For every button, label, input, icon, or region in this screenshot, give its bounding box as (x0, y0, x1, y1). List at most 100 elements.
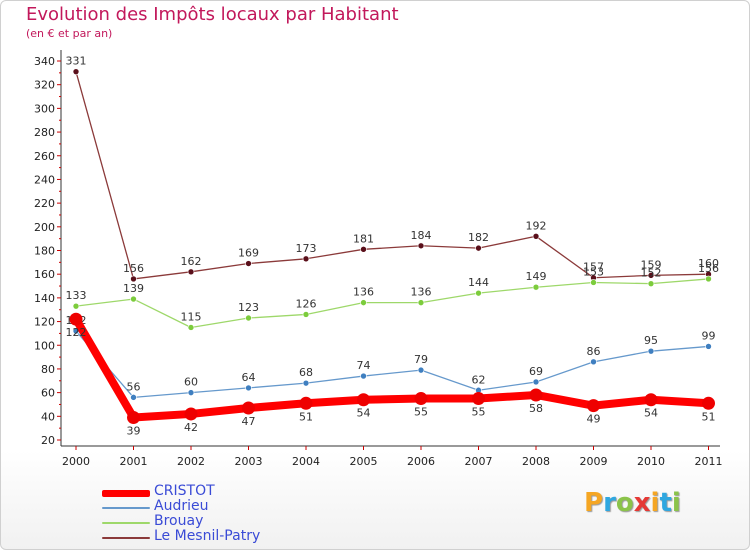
data-label-cristot: 42 (184, 421, 198, 434)
logo-letter: i (671, 488, 681, 518)
x-tick-label: 2004 (292, 455, 320, 468)
data-point-cristot (69, 312, 83, 326)
logo-letter: o (615, 488, 634, 518)
y-tick-label: 80 (41, 363, 55, 376)
data-point-cristot (529, 388, 543, 402)
data-label-cristot: 55 (414, 406, 428, 419)
series-line-cristot (72, 315, 713, 422)
y-tick-label: 320 (34, 79, 55, 92)
data-point-le-mesnil-patry (130, 275, 137, 283)
x-tick-label: 2011 (695, 455, 723, 468)
y-tick-label: 260 (34, 150, 55, 163)
data-label-le-mesnil-patry: 192 (526, 219, 547, 232)
legend-label: Brouay (154, 513, 204, 529)
x-tick-label: 2003 (235, 455, 263, 468)
x-tick-label: 2000 (62, 455, 90, 468)
data-label-brouay: 149 (526, 270, 547, 283)
data-point-le-mesnil-patry (475, 244, 482, 252)
logo-letter: r (603, 488, 616, 518)
data-point-brouay (302, 311, 310, 318)
data-point-le-mesnil-patry (647, 272, 655, 279)
data-label-cristot: 58 (529, 402, 543, 415)
data-point-brouay (590, 279, 597, 286)
data-point-brouay (130, 295, 137, 303)
data-point-cristot (127, 410, 140, 424)
data-label-cristot: 54 (644, 407, 658, 420)
data-point-audrieu (302, 379, 310, 387)
data-label-audrieu: 69 (529, 365, 543, 378)
data-label-audrieu: 56 (127, 380, 141, 393)
x-tick-label: 2002 (177, 455, 205, 468)
data-label-le-mesnil-patry: 182 (468, 231, 489, 244)
data-label-audrieu: 86 (587, 345, 601, 358)
data-point-le-mesnil-patry (72, 68, 80, 75)
series-line-audrieu (75, 330, 710, 399)
data-point-le-mesnil-patry (360, 246, 367, 253)
data-label-brouay: 136 (353, 286, 374, 299)
data-point-audrieu (647, 347, 655, 355)
data-point-brouay (187, 324, 195, 331)
y-tick-label: 100 (34, 339, 55, 352)
data-label-brouay: 136 (411, 286, 432, 299)
legend-label: Audrieu (154, 498, 209, 514)
data-label-cristot: 55 (472, 406, 486, 419)
data-label-brouay: 153 (583, 265, 604, 278)
data-label-cristot: 49 (587, 413, 601, 426)
data-point-audrieu (187, 389, 195, 396)
data-label-le-mesnil-patry: 331 (66, 55, 87, 68)
data-label-cristot: 51 (702, 410, 716, 423)
data-point-audrieu (245, 384, 252, 392)
y-tick-label: 220 (34, 197, 55, 210)
x-tick-label: 2006 (407, 455, 435, 468)
data-label-le-mesnil-patry: 162 (181, 255, 202, 268)
x-tick-label: 2008 (522, 455, 550, 468)
data-label-le-mesnil-patry: 184 (411, 229, 432, 242)
data-label-cristot: 122 (66, 326, 87, 339)
proxiti-logo[interactable]: Proxiti (584, 488, 681, 518)
data-point-le-mesnil-patry (187, 268, 195, 276)
x-tick-label: 2005 (350, 455, 378, 468)
data-label-le-mesnil-patry: 157 (583, 261, 604, 274)
data-point-brouay (360, 299, 367, 306)
y-tick-label: 20 (41, 434, 55, 447)
data-point-cristot (357, 393, 370, 407)
data-point-audrieu (705, 343, 712, 350)
y-tick-label: 160 (34, 268, 55, 281)
data-point-audrieu (417, 366, 425, 374)
series-line-le-mesnil-patry (75, 71, 710, 280)
data-point-cristot (242, 401, 255, 415)
logo-letter: i (650, 488, 660, 518)
data-label-audrieu: 99 (702, 329, 716, 342)
y-tick-label: 200 (34, 221, 55, 234)
x-tick-label: 2009 (580, 455, 608, 468)
y-tick-label: 180 (34, 245, 55, 258)
data-point-audrieu (130, 394, 137, 401)
data-label-le-mesnil-patry: 159 (641, 258, 662, 271)
logo-letter: x (633, 488, 651, 518)
data-point-brouay (705, 275, 712, 283)
data-point-le-mesnil-patry (532, 232, 540, 240)
data-label-audrieu: 74 (357, 359, 371, 372)
legend-swatch-cristot (102, 489, 150, 497)
x-tick-label: 2001 (120, 455, 148, 468)
data-label-brouay: 144 (468, 276, 489, 289)
data-label-audrieu: 95 (644, 334, 658, 347)
data-point-cristot (644, 393, 658, 407)
data-label-cristot: 39 (127, 424, 141, 437)
y-tick-label: 280 (34, 126, 55, 139)
data-label-brouay: 139 (123, 282, 144, 295)
data-label-brouay: 123 (238, 301, 259, 314)
data-label-le-mesnil-patry: 181 (353, 232, 374, 245)
data-point-cristot (299, 396, 313, 410)
y-tick-label: 120 (34, 316, 55, 329)
x-tick-label: 2007 (465, 455, 493, 468)
data-label-audrieu: 62 (472, 373, 486, 386)
legend-label: CRISTOT (154, 483, 215, 499)
data-label-brouay: 133 (66, 289, 87, 302)
data-point-le-mesnil-patry (417, 242, 425, 250)
data-label-brouay: 126 (296, 297, 317, 310)
legend-swatch-audrieu (102, 507, 150, 509)
data-point-cristot (184, 407, 198, 421)
data-label-le-mesnil-patry: 173 (296, 242, 317, 255)
